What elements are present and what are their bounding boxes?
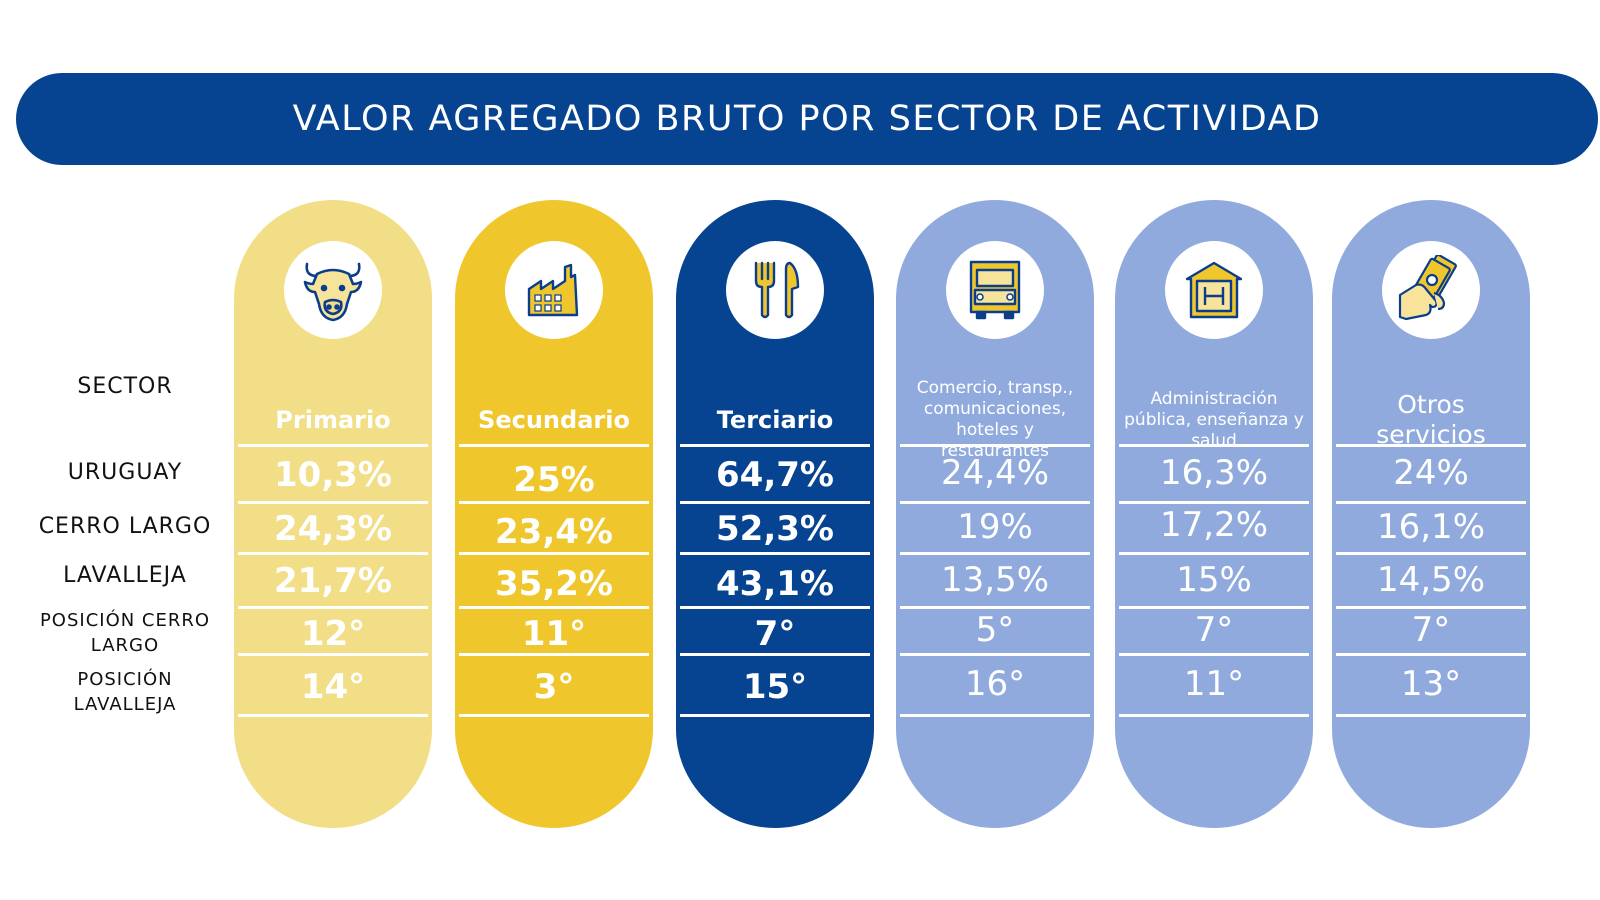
divider: [459, 444, 649, 447]
fork-knife-icon: [754, 261, 800, 319]
value-pos-cerro-largo: 7°: [754, 614, 796, 654]
divider: [238, 444, 428, 447]
divider: [1336, 714, 1526, 717]
value-pos-lavalleja: 13°: [1400, 664, 1462, 704]
divider: [238, 606, 428, 609]
divider: [900, 444, 1090, 447]
sector-column-administracion: Administración pública, enseñanza y salu…: [1115, 200, 1313, 828]
divider: [459, 714, 649, 717]
divider: [238, 714, 428, 717]
divider: [900, 714, 1090, 717]
value-lavalleja: 43,1%: [716, 564, 834, 604]
divider: [459, 501, 649, 504]
divider: [1336, 444, 1526, 447]
truck-icon: [969, 260, 1021, 320]
divider: [238, 501, 428, 504]
value-cerro-largo: 17,2%: [1159, 505, 1268, 545]
value-pos-cerro-largo: 12°: [300, 614, 366, 654]
divider: [900, 606, 1090, 609]
sector-name: Terciario: [716, 406, 834, 434]
value-cerro-largo: 24,3%: [274, 509, 392, 549]
divider: [680, 714, 870, 717]
divider: [459, 606, 649, 609]
value-pos-lavalleja: 14°: [300, 667, 366, 707]
row-label-lavalleja: LAVALLEJA: [63, 563, 187, 588]
value-lavalleja: 13,5%: [940, 560, 1049, 600]
value-lavalleja: 21,7%: [274, 561, 392, 601]
value-pos-cerro-largo: 11°: [521, 614, 587, 654]
row-label-cerro-largo: CERRO LARGO: [38, 514, 212, 539]
value-cerro-largo: 16,1%: [1376, 507, 1485, 547]
hospital-icon: [1185, 261, 1243, 319]
row-label-uruguay: URUGUAY: [67, 460, 183, 485]
value-pos-lavalleja: 3°: [533, 667, 575, 707]
cow-icon: [303, 262, 363, 322]
divider: [238, 552, 428, 555]
value-uruguay: 25%: [513, 460, 595, 500]
divider: [1119, 444, 1309, 447]
sector-name: Secundario: [478, 406, 630, 434]
value-uruguay: 24,4%: [940, 453, 1049, 493]
divider: [900, 501, 1090, 504]
sector-name: Administración pública, enseñanza y salu…: [1124, 388, 1304, 451]
value-uruguay: 16,3%: [1159, 453, 1268, 493]
divider: [1336, 606, 1526, 609]
divider: [1119, 606, 1309, 609]
divider: [1336, 653, 1526, 656]
value-pos-lavalleja: 16°: [964, 664, 1026, 704]
divider: [1119, 552, 1309, 555]
divider: [1336, 552, 1526, 555]
divider: [680, 552, 870, 555]
row-label-sector: SECTOR: [77, 374, 173, 399]
value-pos-lavalleja: 15°: [742, 667, 808, 707]
icon-circle: [946, 241, 1044, 339]
divider: [1336, 501, 1526, 504]
divider: [900, 552, 1090, 555]
icon-circle: [1165, 241, 1263, 339]
value-cerro-largo: 19%: [957, 507, 1033, 547]
divider: [680, 444, 870, 447]
value-lavalleja: 14,5%: [1376, 560, 1485, 600]
title-banner: VALOR AGREGADO BRUTO POR SECTOR DE ACTIV…: [16, 73, 1598, 165]
icon-circle: [505, 241, 603, 339]
icon-circle: [1382, 241, 1480, 339]
factory-icon: [527, 263, 579, 317]
sector-column-primario: Primario 10,3% 24,3% 21,7% 12° 14°: [234, 200, 432, 828]
divider: [680, 501, 870, 504]
value-pos-cerro-largo: 7°: [1194, 610, 1234, 650]
sector-column-terciario: Terciario 64,7% 52,3% 43,1% 7° 15°: [676, 200, 874, 828]
row-label-pos-cerro-largo: POSICIÓN CERRO LARGO: [39, 610, 211, 656]
value-pos-cerro-largo: 5°: [975, 610, 1015, 650]
value-uruguay: 10,3%: [274, 455, 392, 495]
divider: [459, 552, 649, 555]
icon-circle: [284, 241, 382, 339]
sector-column-comercio: Comercio, transp., comunicaciones, hotel…: [896, 200, 1094, 828]
sector-column-secundario: Secundario 25% 23,4% 35,2% 11° 3°: [455, 200, 653, 828]
money-hand-icon: [1398, 255, 1457, 321]
value-pos-cerro-largo: 7°: [1411, 610, 1451, 650]
divider: [900, 653, 1090, 656]
value-lavalleja: 15%: [1176, 560, 1252, 600]
page-title: VALOR AGREGADO BRUTO POR SECTOR DE ACTIV…: [292, 99, 1322, 139]
divider: [680, 653, 870, 656]
divider: [1119, 653, 1309, 656]
divider: [459, 653, 649, 656]
divider: [1119, 714, 1309, 717]
value-lavalleja: 35,2%: [495, 564, 613, 604]
value-uruguay: 64,7%: [716, 455, 834, 495]
value-uruguay: 24%: [1393, 453, 1469, 493]
value-cerro-largo: 52,3%: [716, 509, 834, 549]
value-pos-lavalleja: 11°: [1183, 664, 1245, 704]
divider: [1119, 501, 1309, 504]
divider: [680, 606, 870, 609]
icon-circle: [726, 241, 824, 339]
sector-column-otros-servicios: Otros servicios 24% 16,1% 14,5% 7° 13°: [1332, 200, 1530, 828]
sector-name: Primario: [275, 406, 391, 434]
value-cerro-largo: 23,4%: [495, 512, 613, 552]
divider: [238, 653, 428, 656]
row-label-pos-lavalleja: POSICIÓN LAVALLEJA: [73, 669, 177, 715]
